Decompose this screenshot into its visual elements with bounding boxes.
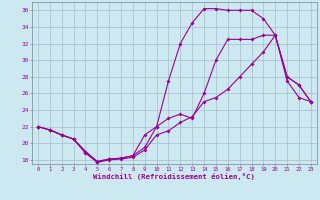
X-axis label: Windchill (Refroidissement éolien,°C): Windchill (Refroidissement éolien,°C)	[93, 173, 255, 180]
